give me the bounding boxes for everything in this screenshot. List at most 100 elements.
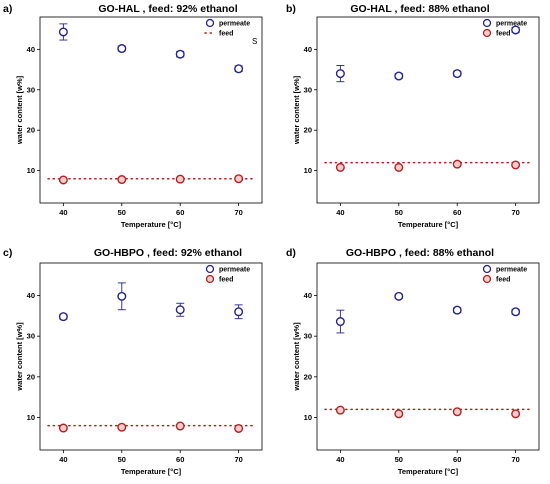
legend-permeate-label: permeate [219, 267, 250, 274]
legend-permeate-marker [482, 264, 492, 274]
permeate-point [394, 291, 404, 301]
feed-point [175, 174, 185, 184]
legend-feed-marker [205, 274, 215, 284]
permeate-point [117, 291, 127, 301]
permeate-point [452, 305, 462, 315]
y-axis-label: water content [w%] [15, 322, 24, 392]
permeate-point [175, 49, 185, 59]
permeate-point [175, 305, 185, 315]
y-tick-label: 20 [27, 372, 35, 381]
permeate-point [394, 71, 404, 81]
x-tick-label: 50 [395, 208, 403, 217]
legend-feed-label: feed [219, 31, 233, 38]
y-axis-label: water content [w%] [292, 75, 301, 145]
x-tick-label: 40 [336, 208, 344, 217]
stray-mark: S [252, 37, 257, 46]
x-tick-label: 50 [395, 455, 403, 464]
chart-title: GO-HAL , feed: 88% ethanol [350, 3, 489, 15]
y-tick-label: 10 [304, 413, 312, 422]
permeate-point [511, 307, 521, 317]
x-tick-label: 50 [118, 455, 126, 464]
legend-feed-label: feed [219, 277, 233, 284]
plot-frame [316, 262, 540, 451]
panel-letter: b) [286, 3, 296, 15]
chart-title: GO-HAL , feed: 92% ethanol [98, 3, 237, 15]
feed-point [234, 423, 244, 433]
x-axis-label: Temperature [°C] [398, 467, 459, 476]
feed-point [452, 407, 462, 417]
x-tick-label: 60 [176, 455, 184, 464]
x-axis-label: Temperature [°C] [121, 467, 182, 476]
feed-point [394, 162, 404, 172]
x-tick-label: 50 [118, 208, 126, 217]
y-tick-label: 20 [304, 372, 312, 381]
y-axis-label: water content [w%] [15, 75, 24, 145]
x-tick-label: 70 [234, 208, 242, 217]
x-tick-label: 70 [511, 455, 519, 464]
permeate-point [511, 25, 521, 35]
y-tick-label: 20 [27, 126, 35, 135]
permeate-point [335, 69, 345, 79]
feed-point [452, 159, 462, 169]
legend-permeate-label: permeate [496, 267, 527, 274]
y-tick-label: 40 [27, 45, 35, 54]
permeate-point [58, 27, 68, 37]
chart-title: GO-HBPO , feed: 92% ethanol [94, 247, 242, 259]
legend-permeate-marker [482, 18, 492, 28]
x-tick-label: 70 [511, 208, 519, 217]
panel-letter: a) [3, 3, 12, 15]
legend-permeate-marker [205, 18, 215, 28]
y-tick-label: 30 [27, 85, 35, 94]
y-tick-label: 20 [304, 126, 312, 135]
legend-permeate-label: permeate [219, 21, 250, 28]
feed-point [58, 175, 68, 185]
y-tick-label: 10 [27, 166, 35, 175]
x-tick-label: 40 [336, 455, 344, 464]
y-tick-label: 30 [304, 332, 312, 341]
x-tick-label: 40 [59, 208, 67, 217]
feed-point [511, 409, 521, 419]
panel-a: a) GO-HAL , feed: 92% ethanol 40 50 60 70 10 20… [3, 3, 263, 229]
feed-point [175, 421, 185, 431]
legend-feed-label: feed [496, 31, 510, 38]
y-tick-label: 30 [27, 332, 35, 341]
feed-point [117, 422, 127, 432]
feed-point [511, 160, 521, 170]
permeate-point [117, 44, 127, 54]
permeate-point [234, 64, 244, 74]
legend-permeate-marker [205, 264, 215, 274]
x-tick-label: 70 [234, 455, 242, 464]
y-tick-label: 30 [304, 85, 312, 94]
panel-letter: c) [3, 247, 12, 259]
x-axis-label: Temperature [°C] [398, 220, 459, 229]
plot-frame [39, 262, 263, 451]
legend-feed-label: feed [496, 277, 510, 284]
y-tick-label: 40 [304, 291, 312, 300]
x-tick-label: 60 [453, 455, 461, 464]
panel-d: d) GO-HBPO , feed: 88% ethanol 40 50 60 70 10 2… [286, 247, 540, 476]
y-tick-label: 10 [304, 166, 312, 175]
feed-point [335, 405, 345, 415]
panel-c: c) GO-HBPO , feed: 92% ethanol 40 50 60 70 10 2… [3, 247, 263, 476]
y-tick-label: 10 [27, 413, 35, 422]
legend-permeate-label: permeate [496, 21, 527, 28]
feed-point [58, 423, 68, 433]
permeate-point [234, 307, 244, 317]
chart-title: GO-HBPO , feed: 88% ethanol [346, 247, 494, 259]
panel-letter: d) [286, 247, 296, 259]
permeate-point [335, 317, 345, 327]
permeate-point [452, 69, 462, 79]
feed-point [394, 409, 404, 419]
permeate-point [58, 312, 68, 322]
x-tick-label: 60 [453, 208, 461, 217]
feed-point [117, 175, 127, 185]
feed-point [335, 162, 345, 172]
x-tick-label: 40 [59, 455, 67, 464]
panel-b: b) GO-HAL , feed: 88% ethanol 40 50 60 70 10 20… [286, 3, 540, 229]
plot-frame [39, 16, 263, 204]
plot-frame [316, 16, 540, 204]
legend-feed-marker [482, 274, 492, 284]
x-tick-label: 60 [176, 208, 184, 217]
feed-point [234, 174, 244, 184]
